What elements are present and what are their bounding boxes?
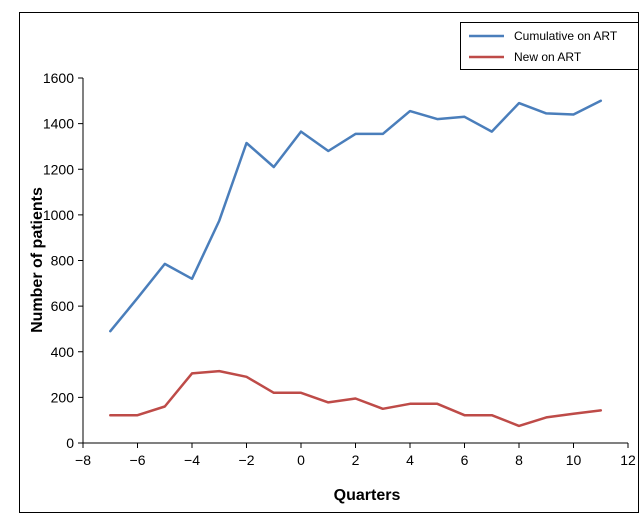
x-axis-title: Quarters [334, 487, 401, 504]
x-tick-label: 2 [352, 452, 360, 468]
y-tick-label: 600 [51, 298, 75, 314]
y-tick-label: 1000 [43, 207, 74, 223]
y-tick-label: 1200 [43, 161, 74, 177]
series-line-new [110, 371, 601, 426]
legend-label-cumulative: Cumulative on ART [514, 29, 618, 43]
x-tick-label: −4 [184, 452, 200, 468]
y-axis-title: Number of patients [29, 187, 46, 333]
x-tick-label: 0 [297, 452, 305, 468]
series-line-cumulative [110, 101, 601, 331]
legend-label-new: New on ART [514, 50, 582, 64]
x-tick-label: 8 [515, 452, 523, 468]
legend: Cumulative on ART New on ART [461, 23, 639, 70]
y-tick-label: 400 [51, 344, 75, 360]
x-tick-label: 6 [461, 452, 469, 468]
chart-border [20, 13, 639, 513]
x-tick-label: 4 [406, 452, 414, 468]
y-tick-label: 0 [66, 435, 74, 451]
x-tick-label: 12 [620, 452, 636, 468]
x-tick-label: −2 [239, 452, 255, 468]
y-tick-label: 1600 [43, 70, 74, 86]
y-tick-label: 200 [51, 389, 75, 405]
axes: 0 200 400 600 800 1000 1200 1400 1600 −8 −6 −4 −2 0 2 4… [43, 70, 636, 468]
x-tick-label: −6 [130, 452, 146, 468]
x-tick-label: 10 [566, 452, 582, 468]
y-tick-label: 800 [51, 253, 75, 269]
x-tick-label: −8 [75, 452, 91, 468]
series-lines [110, 101, 601, 426]
y-tick-label: 1400 [43, 116, 74, 132]
